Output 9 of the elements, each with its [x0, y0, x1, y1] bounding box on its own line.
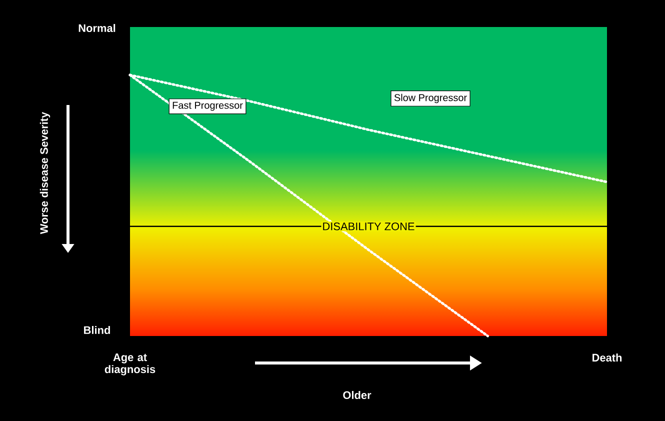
x-tick-label: Age at diagnosis: [104, 354, 156, 376]
y-axis-title: Worse disease Severity: [40, 112, 50, 234]
text: Normal: [78, 24, 116, 32]
text: Slow Progressor: [394, 94, 467, 104]
series-label: Fast Progressor: [172, 102, 243, 111]
x-tick-label: Death: [592, 354, 622, 362]
text: Blind: [84, 326, 110, 334]
ref-line-label: DISABILITY ZONE: [323, 222, 414, 230]
x-axis-title: Older: [343, 390, 372, 400]
